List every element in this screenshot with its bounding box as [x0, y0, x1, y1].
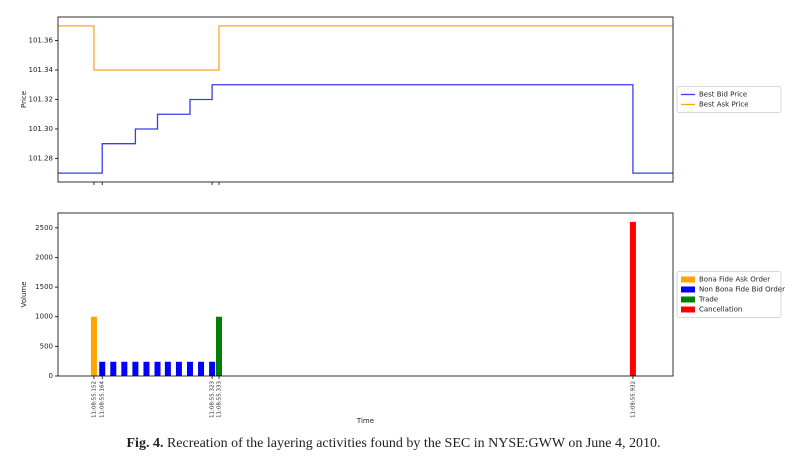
bar	[143, 361, 150, 376]
legend-swatch	[681, 286, 695, 293]
y-tick-label: 1500	[35, 283, 53, 291]
bar	[90, 316, 97, 376]
plot-frame	[57, 16, 674, 183]
bar	[164, 361, 171, 376]
bar	[216, 316, 223, 376]
legend-label: Trade	[698, 296, 718, 304]
y-tick-label: 101.28	[29, 154, 54, 162]
caption-label: Fig. 4.	[126, 436, 164, 451]
y-axis-label: Volume	[20, 281, 28, 307]
y-tick-label: 0	[49, 372, 53, 380]
x-tick-label: 11:08:55.323	[210, 381, 216, 418]
legend-swatch	[681, 306, 695, 313]
x-tick-label: 11:08:55.932	[630, 381, 636, 418]
caption: Fig. 4. Recreation of the layering activ…	[0, 436, 787, 452]
y-tick-label: 2000	[35, 253, 53, 261]
y-tick-label: 500	[40, 342, 53, 350]
bar	[186, 361, 193, 376]
x-axis-label: Time	[356, 417, 374, 425]
y-tick-label: 101.32	[29, 96, 54, 104]
price-line	[58, 25, 673, 71]
legend-label: Best Ask Price	[699, 101, 749, 109]
bar	[99, 361, 106, 376]
figure: 101.28 101.30 101.32 101.34 101.36 Price Best …	[20, 16, 785, 425]
plot-frame	[57, 212, 674, 377]
legend-swatch	[681, 296, 695, 303]
bar	[209, 361, 216, 376]
legend-label: Bona Fide Ask Order	[699, 276, 770, 284]
y-tick-label: 2500	[35, 224, 53, 232]
y-tick-label: 101.36	[29, 37, 54, 45]
y-tick-label: 1000	[35, 313, 53, 321]
legend-label: Cancellation	[699, 306, 742, 314]
caption-text: Recreation of the layering activities fo…	[166, 436, 661, 451]
legend-box	[676, 271, 782, 318]
y-tick-label: 101.34	[29, 66, 54, 74]
legend-swatch	[681, 276, 695, 283]
legend-box	[676, 86, 782, 113]
bar	[121, 361, 128, 376]
bar	[132, 361, 139, 376]
bar	[629, 221, 636, 376]
bar	[110, 361, 117, 376]
x-tick-label: 11:08:55.164	[100, 381, 106, 418]
bar	[175, 361, 182, 376]
x-tick-label: 11:08:55.152	[91, 381, 97, 418]
x-tick-label: 11:08:55.333	[217, 381, 223, 418]
bar	[198, 361, 205, 376]
legend-label: Non Bona Fide Bid Order	[699, 286, 785, 294]
y-axis-label: Price	[20, 91, 28, 108]
bar	[154, 361, 161, 376]
legend-label: Best Bid Price	[699, 91, 747, 99]
y-tick-label: 101.30	[29, 125, 54, 133]
price-line	[58, 84, 673, 174]
